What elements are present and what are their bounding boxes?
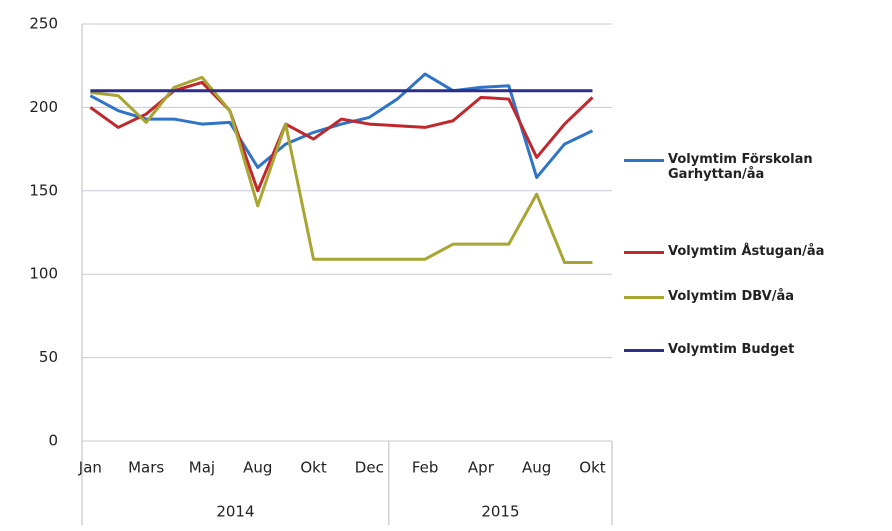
y-tick-label: 150 (29, 181, 58, 199)
legend-label: Volymtim Budget (668, 342, 795, 357)
legend-label: Volymtim Förskolan Garhyttan/åa (668, 152, 813, 182)
legend-entry: Volymtim DBV/åa (624, 289, 884, 304)
year-label: 2015 (481, 503, 519, 521)
series-line (89, 72, 594, 179)
legend-entry: Volymtim Förskolan Garhyttan/åa (624, 152, 884, 182)
legend-swatch (624, 349, 664, 352)
y-tick-label: 200 (29, 98, 58, 116)
legend-swatch (624, 251, 664, 254)
y-tick-label: 50 (39, 348, 58, 366)
legend-swatch (624, 296, 664, 299)
y-tick-label: 100 (29, 265, 58, 283)
x-tick-label: Feb (412, 459, 439, 477)
x-tick-label: Mars (128, 459, 164, 477)
legend-swatch (624, 159, 664, 162)
x-tick-label: Dec (355, 459, 384, 477)
series-line (90, 75, 593, 265)
x-tick-label: Aug (522, 459, 551, 477)
x-tick-label: Jan (78, 459, 102, 477)
legend-entry: Volymtim Åstugan/åa (624, 244, 884, 259)
y-tick-label: 250 (29, 15, 58, 33)
legend-label: Volymtim DBV/åa (668, 289, 795, 304)
x-tick-label: Maj (189, 459, 215, 477)
y-tick-label: 0 (48, 432, 58, 450)
x-tick-label: Okt (300, 459, 326, 477)
year-label: 2014 (216, 503, 254, 521)
x-tick-label: Aug (243, 459, 272, 477)
x-tick-label: Apr (468, 459, 495, 477)
legend-label: Volymtim Åstugan/åa (668, 244, 825, 259)
legend-entry: Volymtim Budget (624, 342, 884, 357)
x-tick-label: Okt (579, 459, 605, 477)
